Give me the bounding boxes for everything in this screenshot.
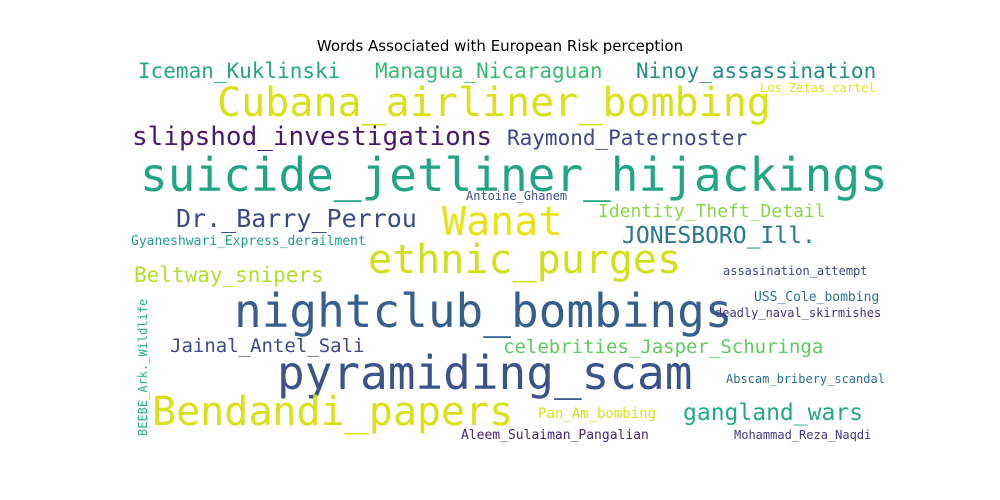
word-27: Aleem_Sulaiman_Pangalian (461, 428, 649, 443)
word-0: suicide_jetliner_hijackings (140, 148, 888, 202)
word-15: Beltway_snipers (134, 263, 324, 287)
word-9: Managua_Nicaraguan (375, 59, 603, 83)
word-28: Mohammad_Reza_Naqdi (734, 428, 872, 442)
word-23: USS_Cole_bombing (754, 290, 880, 305)
word-3: Cubana_airliner_bombing (217, 80, 771, 126)
word-10: Ninoy_assassination (636, 59, 877, 83)
word-12: Dr._Barry_Perrou (176, 204, 417, 233)
word-4: ethnic_purges (368, 237, 682, 283)
word-cloud-panel: suicide_jetliner_hijackings pyramiding_sc… (125, 60, 900, 450)
word-18: Identity_Theft_Detail (598, 201, 826, 222)
word-17: celebrities_Jasper_Schuringa (503, 336, 824, 358)
word-14: gangland_wars (683, 400, 864, 426)
word-6: Wanat (442, 199, 563, 245)
word-5: Bendandi_papers (152, 389, 514, 435)
word-19: Gyaneshwari_Express_derailment (131, 234, 366, 249)
word-11: Raymond_Paternoster (507, 126, 748, 150)
word-16: Jainal_Antel_Sali (170, 335, 365, 357)
word-25: Abscam_bribery_scandal (726, 372, 885, 386)
word-20: Antoine_Ghanem (466, 189, 568, 203)
word-26: Pan_Am_bombing (538, 406, 657, 422)
word-29: BEEBE_Ark._Wildlife (136, 298, 150, 436)
chart-title: Words Associated with European Risk perc… (316, 37, 684, 55)
word-22: assasination_attempt (723, 264, 868, 278)
word-24: deadly_naval_skirmishes (715, 306, 882, 320)
word-21: Los_Zetas_cartel (760, 81, 876, 95)
word-13: JONESBORO_Ill. (622, 223, 816, 249)
word-1: pyramiding_scam (277, 346, 693, 400)
word-8: Iceman_Kuklinski (138, 59, 341, 83)
word-2: nightclub_bombings (234, 284, 733, 338)
word-7: slipshod_investigations (132, 122, 493, 152)
